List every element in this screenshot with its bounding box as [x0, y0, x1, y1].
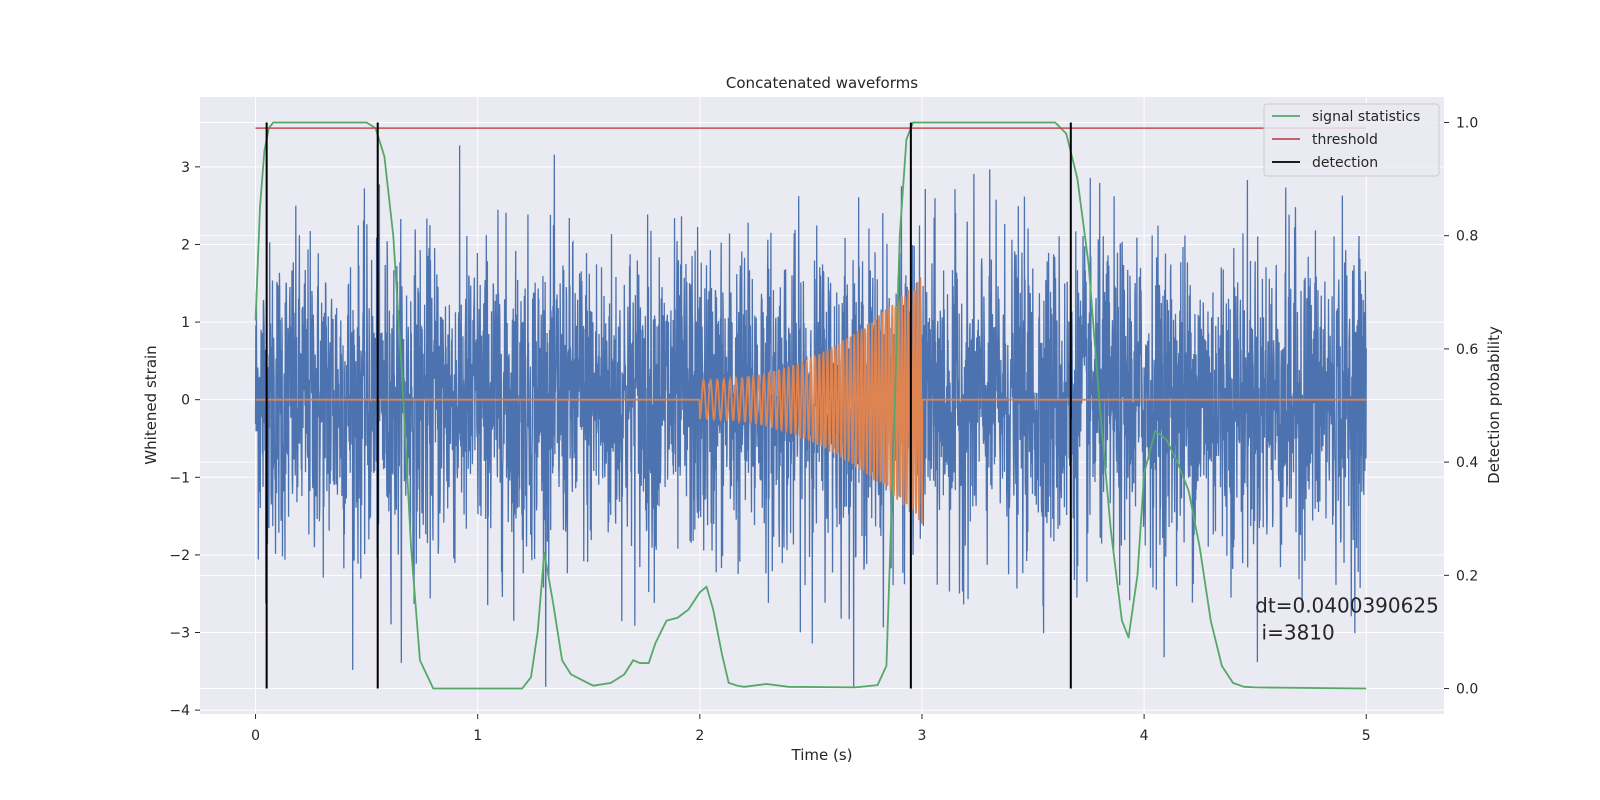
y2-tick-label: 0.6 [1456, 342, 1478, 358]
y-tick-label: 3 [181, 160, 190, 176]
annotation-i: i=3810 [1255, 621, 1335, 645]
series-noise-whitened-strain [254, 145, 1367, 687]
axes-ticks: 0 1 2 3 4 5 −4 −3 −2 −1 0 1 2 3 0.0 0.2 0.4 0.6 0.8 1.0 [169, 115, 1478, 744]
y2-axis-title: Detection probability [1485, 326, 1503, 484]
legend-label-detection: detection [1312, 155, 1378, 171]
y-tick-label: 0 [181, 393, 190, 409]
legend-box [1263, 103, 1440, 177]
y-tick-label: −2 [169, 548, 190, 564]
legend-label-threshold: threshold [1312, 132, 1378, 148]
legend: signal statistics threshold detection [1263, 103, 1440, 177]
y2-tick-label: 0.2 [1456, 568, 1478, 584]
x-tick-label: 2 [695, 728, 704, 744]
x-axis-title: Time (s) [791, 746, 853, 764]
x-tick-label: 1 [473, 728, 482, 744]
signal-statistics-line [254, 121, 1367, 690]
y-tick-label: 1 [181, 315, 190, 331]
y-tick-label: −1 [169, 470, 190, 486]
series-injected-chirp [255, 277, 1367, 524]
x-tick-label: 0 [251, 728, 260, 744]
noise-line [254, 145, 1367, 687]
y-tick-label: −3 [169, 626, 190, 642]
series-signal-statistics [254, 121, 1367, 690]
annotation-dt: dt=0.0400390625 [1255, 594, 1439, 618]
series-detection [265, 122, 1072, 689]
y-axis-title: Whitened strain [142, 345, 160, 464]
x-tick-label: 3 [918, 728, 927, 744]
y-tick-label: −4 [169, 703, 190, 719]
x-tick-label: 5 [1362, 728, 1371, 744]
y2-tick-label: 0.4 [1456, 455, 1478, 471]
y2-tick-label: 0.0 [1456, 682, 1478, 698]
x-tick-label: 4 [1140, 728, 1149, 744]
chart-title: Concatenated waveforms [726, 74, 918, 92]
y2-tick-label: 0.8 [1456, 229, 1478, 245]
y2-tick-label: 1.0 [1456, 115, 1478, 131]
chirp-line [255, 277, 1367, 524]
y-tick-label: 2 [181, 237, 190, 253]
legend-label-signal-statistics: signal statistics [1312, 109, 1420, 125]
